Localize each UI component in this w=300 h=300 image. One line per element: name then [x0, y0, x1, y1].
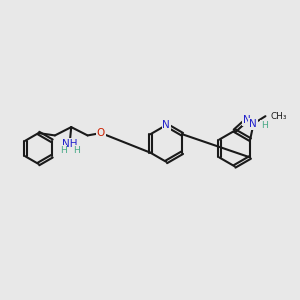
Text: H: H: [261, 121, 268, 130]
Text: N: N: [163, 120, 170, 130]
Text: CH₃: CH₃: [271, 112, 287, 121]
Text: O: O: [97, 128, 105, 138]
Text: N: N: [243, 115, 251, 125]
Text: H: H: [60, 146, 67, 155]
Text: H: H: [73, 146, 80, 155]
Text: N: N: [249, 119, 257, 129]
Text: NH: NH: [62, 139, 77, 149]
